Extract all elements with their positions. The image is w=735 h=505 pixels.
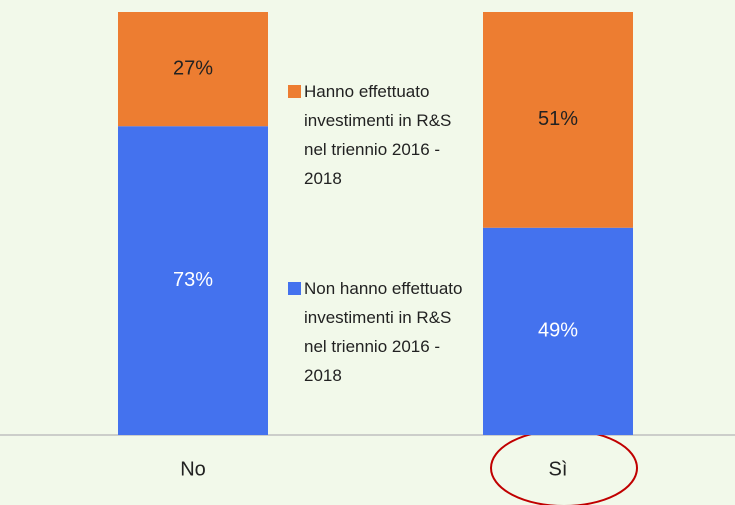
x-tick-label: Sì xyxy=(549,458,568,480)
bar-segment xyxy=(483,12,633,228)
legend-swatch xyxy=(288,282,301,295)
bar-segment xyxy=(118,12,268,127)
x-tick-label: No xyxy=(180,458,206,480)
legend-item: Non hanno effettuato investimenti in R&S… xyxy=(288,274,478,390)
legend-label: Hanno effettuato investimenti in R&S nel… xyxy=(304,82,452,188)
legend-item: Hanno effettuato investimenti in R&S nel… xyxy=(288,77,478,193)
bar-segment xyxy=(483,227,633,435)
legend-label: Non hanno effettuato investimenti in R&S… xyxy=(304,279,463,385)
data-label: 51% xyxy=(538,108,578,130)
data-label: 27% xyxy=(173,57,213,79)
legend-swatch xyxy=(288,85,301,98)
data-label: 49% xyxy=(538,320,578,342)
bar-segment xyxy=(118,126,268,436)
data-label: 73% xyxy=(173,269,213,291)
